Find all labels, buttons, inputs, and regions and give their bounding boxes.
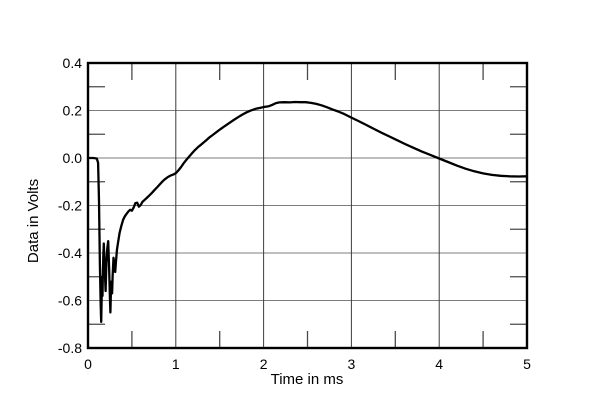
- x-axis-title: Time in ms: [271, 371, 344, 388]
- y-tick-label: -0.6: [58, 293, 82, 309]
- x-tick-label: 0: [84, 356, 92, 372]
- x-tick-label: 5: [523, 356, 531, 372]
- y-tick-label: 0.0: [63, 150, 83, 166]
- horizontal-gridlines: [88, 110, 527, 301]
- y-tick-label: -0.4: [58, 245, 82, 261]
- x-tick-labels: 0 1 2 3 4 5: [84, 356, 531, 372]
- y-tick-label: 0.4: [63, 55, 83, 71]
- x-tick-label: 4: [435, 356, 443, 372]
- y-axis-title: Data in Volts: [25, 179, 42, 263]
- minor-tick-marks: [88, 63, 527, 348]
- vertical-gridlines: [175, 63, 440, 348]
- waveform-line: [86, 100, 529, 324]
- x-tick-label: 2: [260, 356, 268, 372]
- x-tick-label: 1: [172, 356, 180, 372]
- y-tick-label: 0.2: [63, 103, 83, 119]
- y-tick-label: -0.2: [58, 198, 82, 214]
- y-tick-label: -0.8: [58, 340, 82, 356]
- plot-border: [86, 61, 529, 350]
- y-tick-labels: 0.4 0.2 0.0 -0.2 -0.4 -0.6 -0.8: [58, 55, 82, 356]
- x-tick-label: 3: [348, 356, 356, 372]
